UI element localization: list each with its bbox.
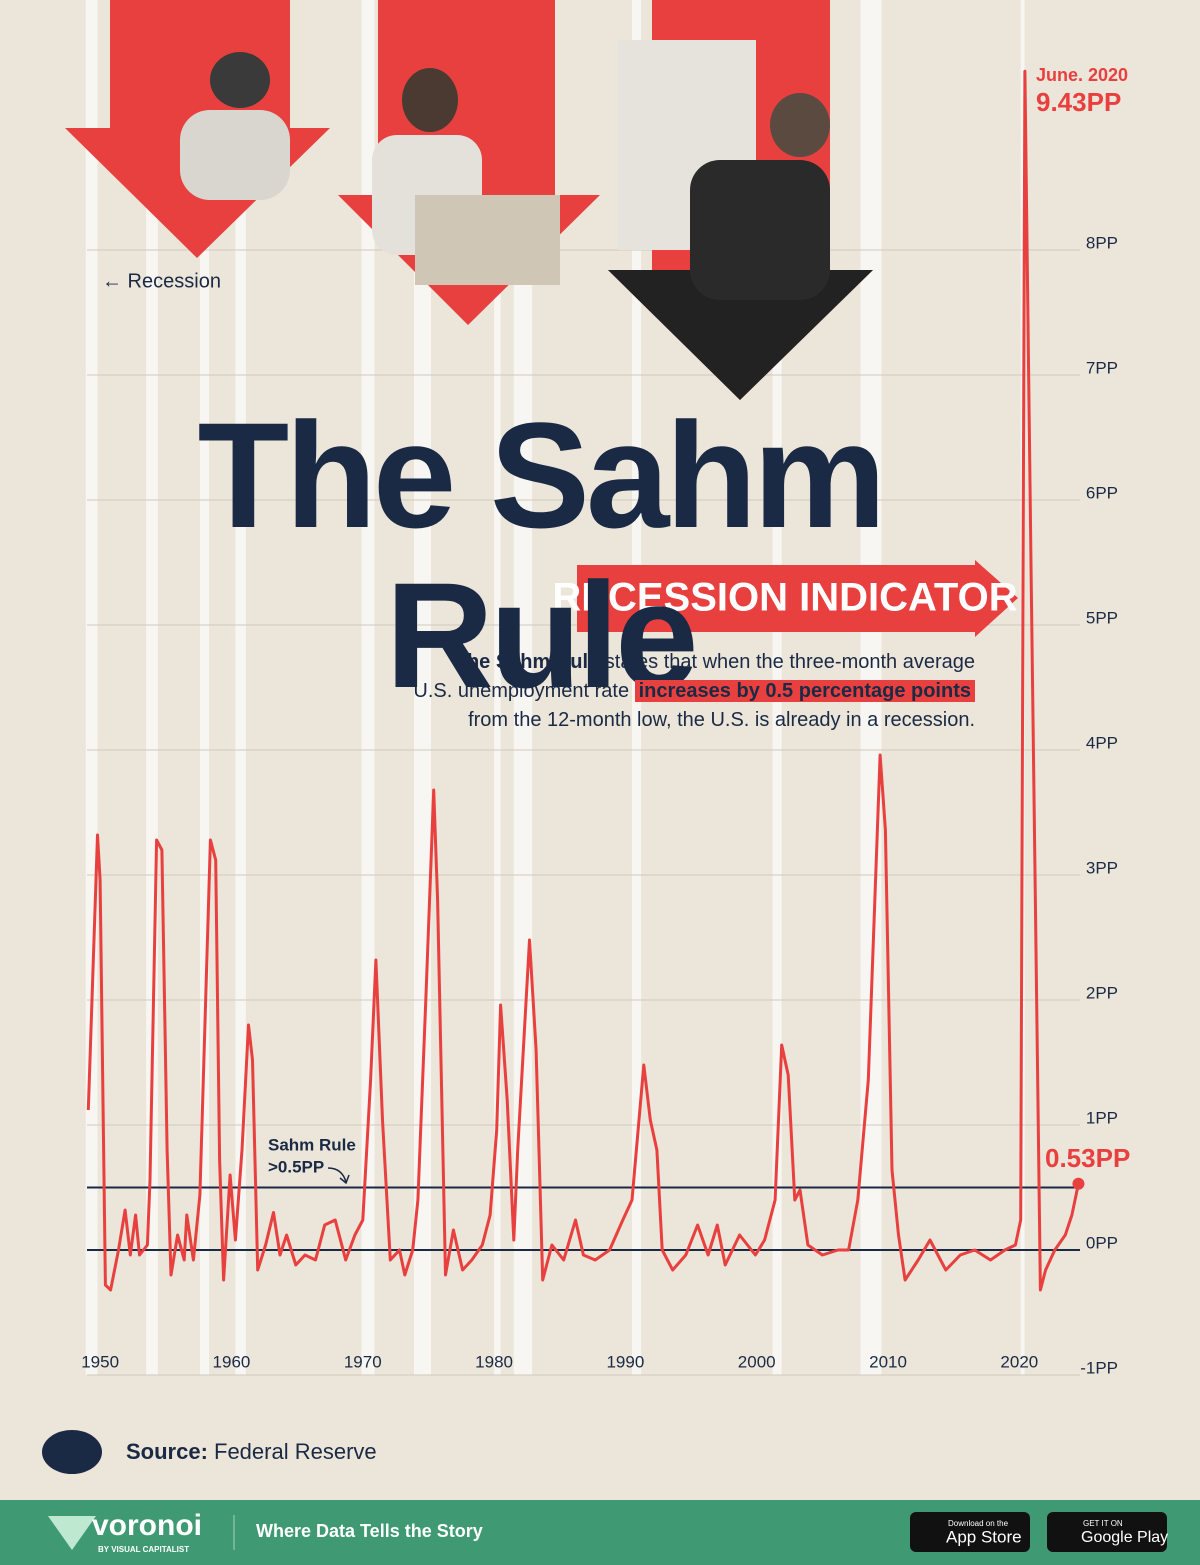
x-tick-label: 2020 — [1000, 1352, 1038, 1371]
y-tick-label: 8PP — [1086, 233, 1118, 252]
x-tick-label: 1970 — [344, 1352, 382, 1371]
y-tick-label: -1PP — [1080, 1358, 1118, 1377]
recession-band — [494, 0, 501, 1375]
source-label: Source: — [126, 1439, 208, 1464]
x-tick-label: 1980 — [475, 1352, 513, 1371]
brand-sub: BY VISUAL CAPITALIST — [98, 1545, 189, 1554]
threshold-arrow — [327, 1167, 350, 1185]
app-store-text: App Store — [946, 1527, 1022, 1546]
y-tick-label: 1PP — [1086, 1108, 1118, 1127]
y-tick-label: 5PP — [1086, 608, 1118, 627]
recession-band — [235, 0, 246, 1375]
google-play-text: Google Play — [1081, 1529, 1168, 1546]
x-tick-label: 2000 — [738, 1352, 776, 1371]
last-label: 0.53PP — [1045, 1143, 1130, 1173]
peak-date: June. 2020 — [1036, 65, 1128, 85]
x-tick-label: 1990 — [606, 1352, 644, 1371]
description-text: from the 12-month low, the U.S. is alrea… — [468, 709, 975, 731]
y-tick-label: 3PP — [1086, 858, 1118, 877]
app-store-small: Download on the — [948, 1519, 1009, 1528]
description-text: states that when the three-month average — [599, 651, 975, 673]
y-tick-label: 0PP — [1086, 1233, 1118, 1252]
threshold-label: Sahm Rule — [268, 1135, 356, 1154]
recession-band — [85, 0, 98, 1375]
recession-label: ← Recession — [102, 270, 221, 292]
recession-band — [199, 0, 210, 1375]
x-tick-label: 2010 — [869, 1352, 907, 1371]
google-play-badge[interactable] — [1047, 1512, 1167, 1552]
source-logo — [42, 1430, 102, 1474]
app-store-badge[interactable] — [910, 1512, 1030, 1552]
arrows — [65, 0, 873, 400]
last-point — [1072, 1177, 1085, 1190]
subtitle: RECESSION INDICATOR — [552, 576, 1017, 620]
recession-band — [413, 0, 432, 1375]
description-highlight: increases by 0.5 percentage points — [634, 680, 975, 702]
x-tick-label: 1950 — [81, 1352, 119, 1371]
peak-label: 9.43PP — [1036, 87, 1121, 117]
google-play-small: GET IT ON — [1083, 1519, 1123, 1528]
threshold-label: >0.5PP — [268, 1157, 324, 1176]
recession-band — [146, 0, 158, 1375]
brand-logo — [48, 1516, 96, 1550]
series-line — [86, 69, 1080, 1292]
source: Federal Reserve — [214, 1439, 377, 1464]
subtitle-banner — [577, 560, 1018, 637]
y-tick-label: 4PP — [1086, 733, 1118, 752]
description-bold: The Sahm Rule — [454, 651, 600, 673]
tagline: Where Data Tells the Story — [256, 1521, 483, 1541]
y-tick-label: 6PP — [1086, 483, 1118, 502]
brand: voronoi — [92, 1509, 202, 1542]
y-tick-label: 2PP — [1086, 983, 1118, 1002]
y-tick-label: 7PP — [1086, 358, 1118, 377]
description-text: U.S. unemployment rate — [413, 680, 635, 702]
recession-band — [513, 0, 533, 1375]
x-tick-label: 1960 — [213, 1352, 251, 1371]
description: The Sahm Rule states that when the three… — [200, 648, 975, 735]
